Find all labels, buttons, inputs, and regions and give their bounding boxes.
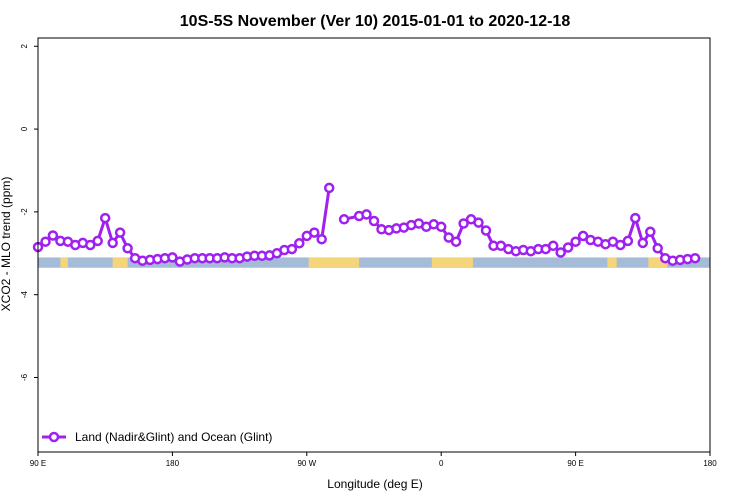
data-point [547, 240, 559, 252]
data-point [99, 212, 111, 224]
data-point [562, 242, 574, 253]
x-tick-label: 90 W [297, 459, 316, 468]
y-tick-label: -4 [20, 291, 29, 299]
data-point [637, 237, 649, 249]
legend-label: Land (Nadir&Glint) and Ocean (Glint) [75, 430, 272, 444]
chart-title: 10S-5S November (Ver 10) 2015-01-01 to 2… [180, 13, 571, 30]
data-point [368, 215, 380, 227]
land-segment [60, 257, 68, 268]
data-point [577, 230, 589, 242]
land-segment [648, 257, 668, 268]
data-point [443, 232, 454, 243]
data-point [338, 214, 350, 225]
x-tick-label: 90 E [30, 459, 46, 468]
data-point [286, 243, 298, 255]
land-segment [607, 257, 617, 268]
data-point [435, 221, 447, 233]
land-segment [308, 257, 360, 268]
y-tick-label: 0 [20, 126, 29, 131]
ocean-band [38, 257, 710, 268]
data-point [316, 233, 327, 245]
data-point [361, 209, 372, 220]
data-point [458, 218, 469, 229]
plot-frame [37, 37, 711, 453]
y-axis-label: XCO2 - MLO trend (ppm) [0, 177, 13, 312]
data-point [480, 225, 492, 236]
data-point [47, 230, 59, 241]
data-point [450, 236, 462, 247]
data-point [114, 227, 126, 238]
data-point [615, 239, 626, 251]
data-point [107, 237, 118, 249]
legend: Land (Nadir&Glint) and Ocean (Glint) [42, 430, 272, 444]
x-tick-label: 90 E [567, 459, 583, 468]
data-point [570, 236, 581, 247]
data-point [652, 243, 663, 254]
y-tick-label: -6 [20, 373, 29, 381]
series-points [32, 182, 701, 267]
data-point [323, 182, 335, 194]
series-line [37, 187, 696, 264]
x-axis-ticks: 90 E 180 90 W 0 90 E 180 [30, 452, 717, 468]
x-tick-label: 180 [166, 459, 180, 468]
x-tick-label: 180 [703, 459, 717, 468]
data-point [92, 235, 103, 247]
data-point [689, 252, 701, 264]
data-point [167, 252, 178, 263]
data-point [555, 247, 566, 258]
data-point [122, 243, 133, 254]
data-point [85, 239, 96, 251]
x-tick-label: 0 [439, 459, 444, 468]
x-axis-label: Longitude (deg E) [327, 477, 422, 491]
land-segment [431, 257, 473, 268]
land-ocean-band [38, 257, 710, 268]
legend-marker [48, 431, 60, 443]
data-point [622, 235, 634, 247]
data-point [309, 227, 320, 238]
data-point [645, 226, 656, 238]
y-tick-label: -2 [20, 208, 29, 216]
data-point [473, 217, 484, 228]
y-tick-label: 2 [20, 44, 29, 49]
data-point [294, 238, 305, 249]
data-point [40, 236, 51, 247]
land-segment [112, 257, 128, 268]
y-axis-ticks: 2 0 -2 -4 -6 [20, 44, 38, 381]
data-point [630, 212, 641, 224]
